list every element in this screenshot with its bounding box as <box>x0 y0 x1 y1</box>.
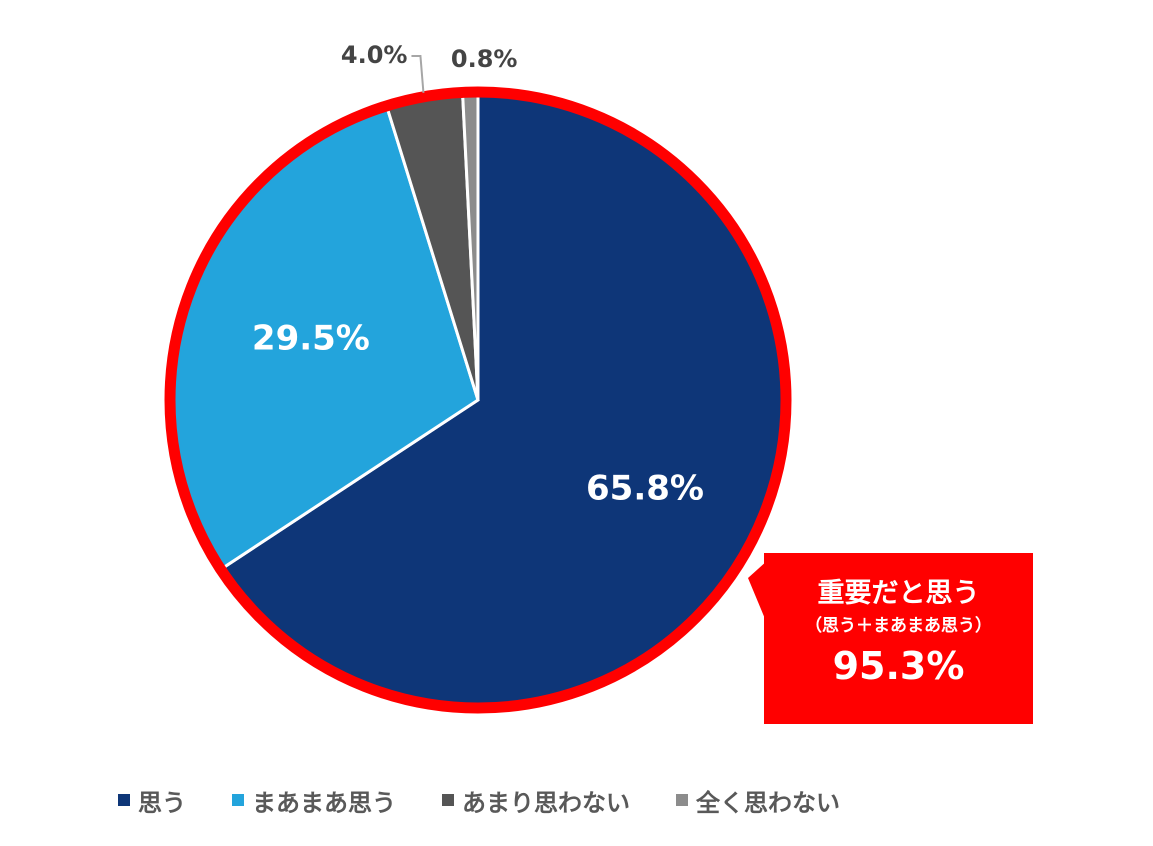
legend-item-0: 思う <box>118 783 186 818</box>
legend-label: 思う <box>138 788 186 817</box>
legend-swatch <box>676 794 688 806</box>
legend-item-1: まあまあ思う <box>232 783 396 818</box>
slice-value-label: 29.5% <box>252 319 370 359</box>
legend-label: あまり思わない <box>462 788 630 817</box>
total-callout-box: 重要だと思う （思う＋まあまあ思う） 95.3% <box>764 553 1033 724</box>
legend-swatch <box>118 794 130 806</box>
callout-title: 重要だと思う <box>817 578 980 609</box>
callout-value: 95.3% <box>832 644 965 688</box>
legend-item-2: あまり思わない <box>442 783 630 818</box>
legend-swatch <box>442 794 454 806</box>
slice-value-label: 65.8% <box>586 469 704 509</box>
legend: 思う まあまあ思う あまり思わない 全く思わない <box>118 782 886 818</box>
callout-pointer <box>748 560 768 626</box>
legend-label: まあまあ思う <box>252 788 396 817</box>
slice-value-label: 4.0% <box>341 41 408 69</box>
legend-swatch <box>232 794 244 806</box>
legend-label: 全く思わない <box>696 788 840 817</box>
highlight-ring <box>164 86 792 714</box>
slice-value-label: 0.8% <box>451 45 518 73</box>
legend-item-3: 全く思わない <box>676 783 840 818</box>
leader-line <box>411 55 425 93</box>
callout-subtitle: （思う＋まあまあ思う） <box>805 616 992 636</box>
